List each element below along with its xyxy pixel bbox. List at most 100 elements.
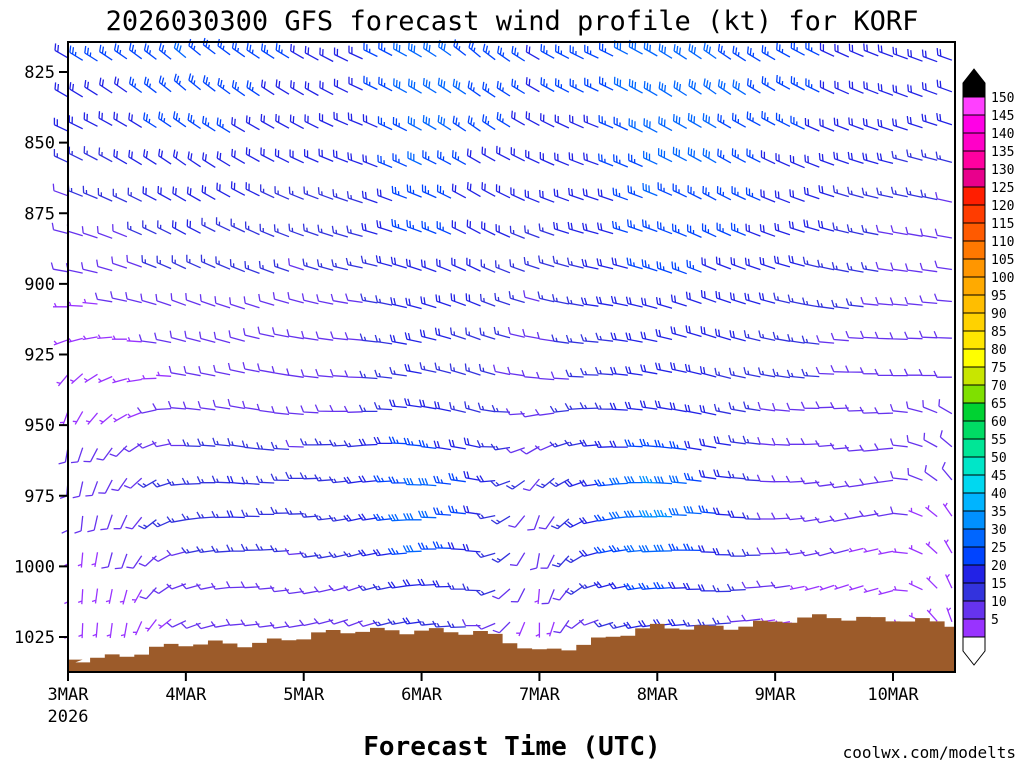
wind-barb <box>641 219 658 233</box>
colorbar-label: 135 <box>991 145 1014 160</box>
colorbar-cell <box>962 186 986 206</box>
wind-barb <box>142 220 157 235</box>
wind-barb <box>493 326 511 339</box>
wind-barb <box>668 507 687 516</box>
colorbar-cell <box>962 240 986 260</box>
wind-barb <box>527 515 541 531</box>
colorbar-label: 5 <box>991 613 999 628</box>
wind-barb <box>98 111 113 126</box>
wind-barb <box>923 432 938 448</box>
wind-barb <box>508 291 525 304</box>
colorbar-label: 75 <box>991 361 1007 376</box>
wind-barb <box>760 189 776 203</box>
wind-barb <box>579 479 599 487</box>
wind-barb <box>387 581 407 589</box>
wind-barb <box>87 515 99 533</box>
wind-barb <box>566 257 584 269</box>
wind-barb <box>789 154 805 169</box>
wind-barb <box>225 618 245 626</box>
wind-barb <box>569 45 584 60</box>
wind-barb <box>553 620 570 634</box>
wind-barb <box>78 623 84 639</box>
wind-barb <box>805 78 820 93</box>
plot-frame <box>67 41 956 673</box>
wind-barb <box>184 330 201 343</box>
wind-barb <box>210 582 231 590</box>
wind-barb <box>494 260 511 274</box>
wind-barb <box>216 182 231 198</box>
wind-barb <box>667 618 687 627</box>
wind-barb <box>172 149 187 166</box>
wind-barb <box>908 580 923 591</box>
wind-barb <box>742 473 761 482</box>
wind-barb <box>393 41 408 57</box>
wind-barb <box>554 78 570 93</box>
wind-barb <box>771 475 790 483</box>
wind-barb <box>903 368 923 376</box>
wind-barb <box>70 447 84 464</box>
wind-barb <box>580 334 599 343</box>
wind-barb <box>492 588 511 600</box>
colorbar-cell <box>962 366 986 386</box>
wind-barb <box>727 470 746 480</box>
wind-barb <box>157 220 172 235</box>
colorbar-cell <box>962 546 986 566</box>
wind-barb <box>260 113 275 129</box>
wind-barb <box>407 116 422 131</box>
wind-barb <box>185 293 201 306</box>
wind-barb <box>496 145 511 161</box>
wind-barb <box>315 368 334 378</box>
wind-barb <box>626 219 643 232</box>
wind-barb <box>819 80 835 95</box>
wind-barb <box>593 546 614 554</box>
wind-barb <box>582 222 599 235</box>
wind-barb <box>672 146 687 162</box>
colorbar-cell <box>962 420 986 440</box>
wind-barb <box>505 447 525 454</box>
wind-barb <box>287 258 304 271</box>
wind-barb <box>939 430 953 448</box>
wind-barb <box>113 514 128 530</box>
wind-barb <box>609 440 628 448</box>
wind-barb <box>847 151 864 165</box>
wind-barb <box>669 402 687 413</box>
wind-barb <box>712 617 731 625</box>
wind-barb <box>593 621 614 628</box>
colorbar: 5 10 15 20 25 30 35 40 45 50 55 60 65 70 75 80 85 90 95 100… <box>962 68 1014 666</box>
wind-barb <box>509 225 525 240</box>
wind-barb <box>598 153 614 167</box>
wind-barb <box>198 331 216 344</box>
wind-barb <box>610 332 628 343</box>
wind-barb <box>447 620 466 629</box>
wind-barb <box>829 481 849 489</box>
wind-barb <box>447 542 466 551</box>
wind-barb <box>745 223 761 237</box>
wind-barb <box>74 515 84 534</box>
wind-barb <box>907 49 923 62</box>
wind-barb <box>255 543 275 551</box>
wind-barb <box>655 328 673 341</box>
wind-barb <box>387 547 407 556</box>
wind-barb <box>171 220 187 235</box>
wind-barb <box>731 186 746 201</box>
wind-barb <box>258 260 275 274</box>
wind-barb <box>156 255 172 270</box>
x-axis-title: Forecast Time (UTC) <box>363 732 660 762</box>
wind-barb <box>202 115 216 132</box>
wind-barb <box>260 79 275 96</box>
wind-barb <box>120 622 128 638</box>
wind-barb <box>432 620 452 628</box>
y-tick-label: 975 <box>24 487 55 507</box>
wind-barb <box>578 517 599 525</box>
wind-barb <box>730 222 746 237</box>
wind-barb <box>52 183 69 197</box>
wind-barb <box>329 368 348 378</box>
wind-barb <box>245 147 260 163</box>
colorbar-cell <box>962 312 986 332</box>
wind-barb <box>447 505 466 515</box>
wind-barb <box>391 218 408 232</box>
colorbar-cell <box>962 204 986 224</box>
wind-barb <box>861 224 879 236</box>
wind-barb <box>638 545 658 553</box>
wind-barb <box>786 402 805 411</box>
